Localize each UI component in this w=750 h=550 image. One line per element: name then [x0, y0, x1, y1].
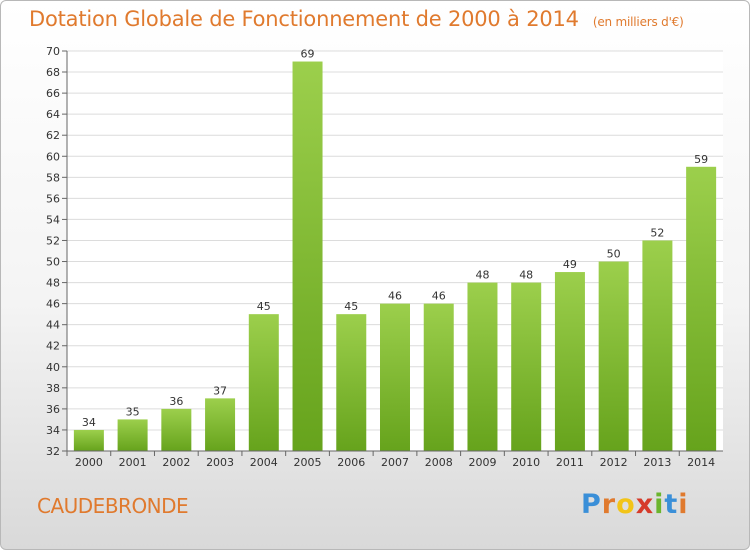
bar-2010: [511, 282, 542, 451]
y-tick-label: 44: [46, 319, 60, 332]
y-tick-label: 34: [46, 424, 60, 437]
logo-letter: r: [601, 489, 617, 520]
chart-unit-label: (en milliers d'€): [592, 15, 684, 29]
x-tick-label: 2006: [337, 456, 365, 469]
logo-letter: t: [664, 489, 679, 520]
y-tick-label: 36: [46, 403, 60, 416]
y-tick-label: 40: [46, 361, 60, 374]
y-tick-label: 70: [46, 45, 60, 58]
x-tick-label: 2003: [206, 456, 234, 469]
data-label: 46: [388, 290, 402, 303]
logo-letter: i: [678, 489, 689, 520]
logo-letter: o: [616, 489, 636, 520]
y-tick-label: 62: [46, 129, 60, 142]
y-tick-label: 38: [46, 382, 60, 395]
x-tick-label: 2008: [425, 456, 453, 469]
bar-2014: [686, 166, 717, 451]
bar-2011: [554, 272, 585, 451]
data-label: 35: [126, 405, 140, 418]
data-label: 36: [169, 395, 183, 408]
x-tick-label: 2005: [294, 456, 322, 469]
data-label: 52: [650, 226, 664, 239]
x-tick-label: 2013: [643, 456, 671, 469]
y-tick-label: 46: [46, 298, 60, 311]
y-tick-label: 42: [46, 340, 60, 353]
x-tick-label: 2000: [75, 456, 103, 469]
commune-name: CAUDEBRONDE: [37, 494, 189, 518]
y-tick-label: 68: [46, 66, 60, 79]
data-label: 50: [607, 248, 621, 261]
y-tick-label: 56: [46, 192, 60, 205]
logo-letter: i: [654, 489, 665, 520]
y-tick-label: 32: [46, 445, 60, 458]
bar-2001: [117, 419, 148, 451]
data-label: 37: [213, 384, 227, 397]
bar-2002: [161, 408, 192, 451]
bar-2008: [423, 303, 454, 451]
bar-2006: [336, 314, 367, 451]
y-tick-label: 50: [46, 256, 60, 269]
bar-2007: [380, 303, 410, 451]
x-tick-label: 2014: [687, 456, 715, 469]
logo-letter: P: [581, 489, 602, 520]
x-tick-label: 2012: [600, 456, 628, 469]
y-tick-label: 54: [46, 213, 60, 226]
data-label: 59: [694, 153, 708, 166]
bar-2009: [467, 282, 498, 451]
y-tick-label: 52: [46, 234, 60, 247]
x-tick-label: 2009: [468, 456, 496, 469]
data-label: 49: [563, 258, 577, 271]
bar-2012: [598, 261, 629, 451]
bar-2005: [292, 61, 323, 452]
bar-2000: [73, 429, 104, 451]
data-label: 45: [344, 300, 358, 313]
y-tick-label: 60: [46, 150, 60, 163]
bar-2013: [642, 240, 673, 451]
x-tick-label: 2007: [381, 456, 409, 469]
bar-2004: [248, 314, 279, 451]
bar-2003: [205, 398, 236, 451]
data-label: 46: [432, 290, 446, 303]
proxiti-logo: Proxiti: [581, 489, 689, 520]
data-label: 48: [475, 269, 489, 282]
y-tick-label: 64: [46, 108, 60, 121]
x-tick-label: 2004: [250, 456, 278, 469]
y-tick-label: 58: [46, 171, 60, 184]
x-tick-label: 2002: [162, 456, 190, 469]
x-tick-label: 2001: [119, 456, 147, 469]
x-tick-label: 2011: [556, 456, 584, 469]
x-tick-label: 2010: [512, 456, 540, 469]
data-label: 69: [301, 48, 315, 61]
data-label: 34: [82, 416, 96, 429]
chart-title-text: Dotation Globale de Fonctionnement de 20…: [29, 7, 579, 31]
chart-title: Dotation Globale de Fonctionnement de 20…: [29, 7, 684, 31]
data-label: 48: [519, 269, 533, 282]
logo-letter: x: [635, 489, 655, 520]
data-label: 45: [257, 300, 271, 313]
y-tick-label: 66: [46, 87, 60, 100]
y-tick-label: 48: [46, 277, 60, 290]
